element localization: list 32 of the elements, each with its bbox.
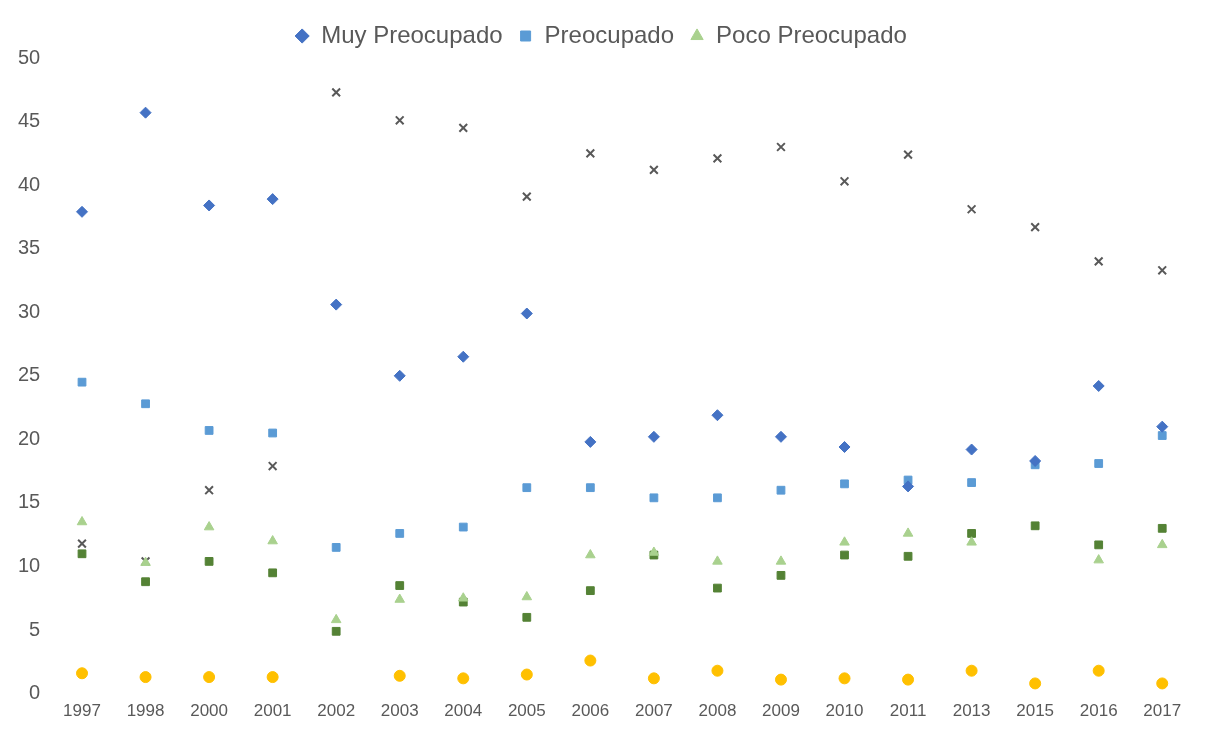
x-tick-label: 2007 — [634, 701, 673, 721]
legend-label: Preocupado — [544, 20, 675, 48]
y-tick-label: 50 — [18, 45, 41, 68]
x-tick-label: 2006 — [571, 701, 610, 721]
x-tick-label: 2008 — [698, 701, 737, 721]
y-tick-label: 5 — [29, 617, 41, 640]
x-tick-label: 2001 — [253, 701, 292, 721]
x-tick-label: 2002 — [317, 701, 356, 721]
y-tick-label: 0 — [29, 681, 41, 704]
y-tick-label: 15 — [18, 490, 41, 513]
x-tick-label: 2013 — [952, 701, 991, 721]
x-tick-label: 2009 — [762, 701, 800, 721]
x-tick-label: 1998 — [126, 701, 165, 721]
x-tick-label: 2004 — [444, 701, 483, 721]
y-tick-label: 35 — [18, 236, 41, 259]
y-tick-label: 10 — [18, 554, 41, 576]
x-tick-label: 1997 — [63, 701, 101, 721]
y-tick-label: 30 — [18, 299, 41, 322]
legend-label: Poco Preocupado — [716, 20, 907, 48]
x-tick-label: 2011 — [889, 701, 927, 721]
x-tick-label: 2017 — [1143, 701, 1182, 721]
y-tick-label: 40 — [18, 172, 41, 195]
legend-label: Muy Preocupado — [321, 20, 503, 48]
x-tick-label: 2010 — [825, 701, 864, 721]
y-tick-label: 45 — [18, 109, 41, 132]
y-tick-label: 25 — [18, 363, 41, 386]
x-tick-label: 2003 — [380, 701, 419, 721]
x-tick-label: 2000 — [190, 701, 229, 721]
x-tick-label: 2016 — [1079, 701, 1118, 721]
x-tick-label: 2005 — [507, 701, 546, 721]
x-tick-label: 2015 — [1016, 701, 1055, 721]
y-tick-label: 20 — [18, 426, 41, 449]
